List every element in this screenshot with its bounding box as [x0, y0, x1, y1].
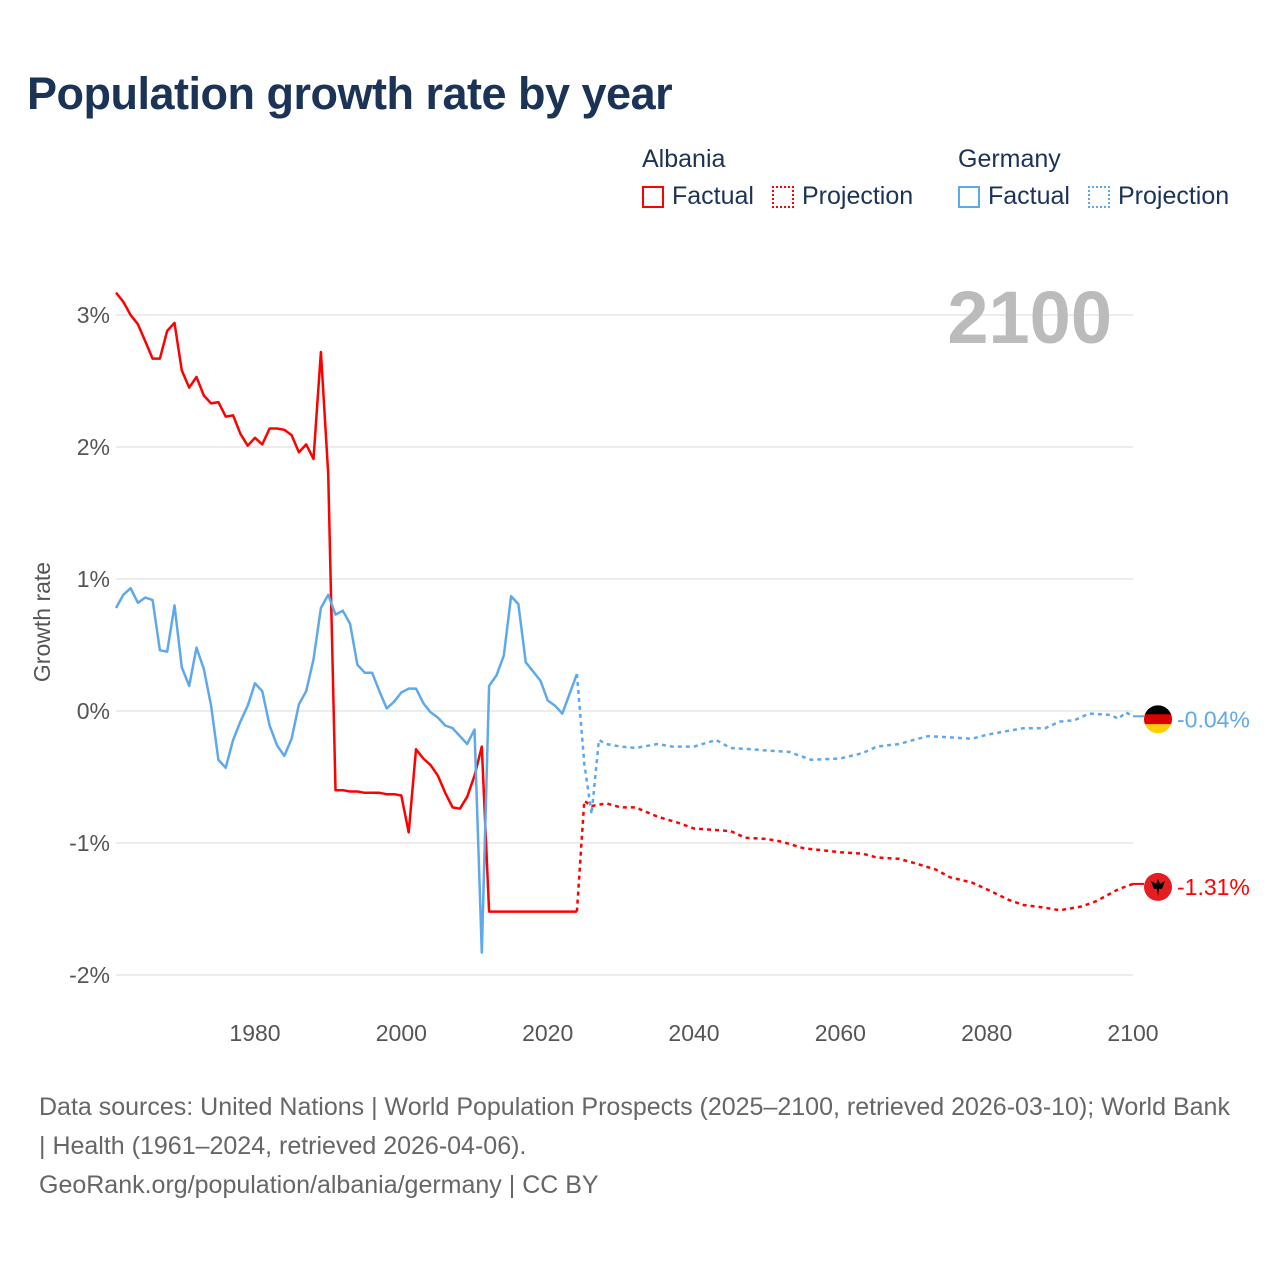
y-tick-label: -2%	[69, 962, 110, 988]
germany-projection-line	[575, 673, 1134, 815]
albania-factual-line	[115, 291, 577, 913]
y-axis-label: Growth rate	[29, 562, 55, 682]
x-tick-label: 2000	[376, 1020, 427, 1046]
albania-end-label: -1.31%	[1177, 874, 1250, 900]
legend-label: Factual	[672, 182, 754, 210]
chart-title: Population growth rate by year	[27, 68, 673, 119]
year-indicator: 2100	[947, 276, 1112, 359]
x-tick-label: 2040	[668, 1020, 719, 1046]
y-tick-label: 0%	[77, 698, 110, 724]
y-tick-label: 3%	[77, 302, 110, 328]
solid-swatch-icon	[958, 185, 980, 208]
legend-item-germany-projection[interactable]: Projection	[1087, 182, 1230, 211]
legend-albania: Albania Factual Projection	[642, 145, 931, 211]
flag-stripe	[1144, 705, 1172, 716]
albania-projection-line	[575, 798, 1134, 912]
germany-flag-icon	[1144, 705, 1172, 734]
albania-flag-icon	[1144, 872, 1172, 901]
legend-germany: Germany Factual Projection	[958, 145, 1247, 211]
source-line: Data sources: United Nations | World Pop…	[39, 1093, 1230, 1160]
y-tick-label: -1%	[69, 830, 110, 856]
legend-label: Factual	[988, 182, 1070, 210]
x-tick-label: 2060	[815, 1020, 866, 1046]
dotted-swatch-icon	[1087, 185, 1110, 208]
legend-item-germany-factual[interactable]: Factual	[958, 182, 1070, 211]
dotted-swatch-icon	[771, 185, 794, 208]
y-tick-label: 2%	[77, 434, 110, 460]
flag-stripe	[1144, 724, 1172, 734]
source-note: Data sources: United Nations | World Pop…	[39, 1088, 1239, 1205]
legend-label: Projection	[801, 182, 914, 210]
x-tick-label: 1980	[229, 1020, 280, 1046]
legend-label: Projection	[1117, 182, 1230, 210]
germany-factual-line	[114, 586, 579, 954]
legend-country: Albania	[642, 145, 726, 173]
legend-item-albania-factual[interactable]: Factual	[642, 182, 754, 211]
x-tick-label: 2100	[1107, 1020, 1158, 1046]
y-tick-label: 1%	[77, 566, 110, 592]
eagle-icon	[1151, 878, 1165, 896]
legend-country: Germany	[958, 145, 1061, 173]
x-tick-label: 2080	[961, 1020, 1012, 1046]
flag-stripe	[1144, 714, 1172, 725]
legend-item-albania-projection[interactable]: Projection	[771, 182, 914, 211]
solid-swatch-icon	[642, 185, 664, 208]
source-link[interactable]: GeoRank.org/population/albania/germany |…	[39, 1171, 599, 1199]
germany-end-label: -0.04%	[1177, 706, 1250, 732]
x-tick-label: 2020	[522, 1020, 573, 1046]
